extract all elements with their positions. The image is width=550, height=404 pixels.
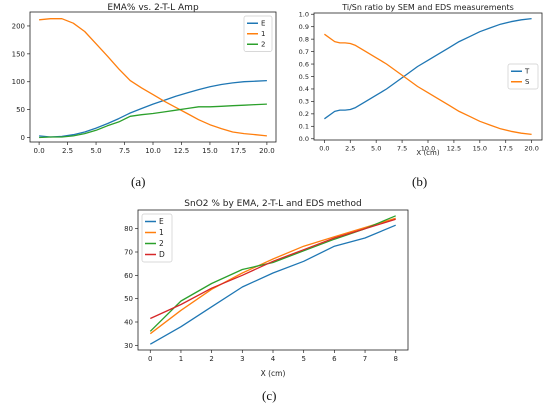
x-tick-label: 5.0 <box>90 147 101 155</box>
chart-title: SnO2 % by EMA, 2-T-L and EDS method <box>184 199 361 209</box>
y-tick-label: 60 <box>124 272 133 280</box>
x-tick-label: 2.5 <box>62 147 73 155</box>
legend-label: E <box>261 20 265 28</box>
y-tick-label: 0.3 <box>299 98 309 106</box>
y-tick-label: 0.5 <box>299 73 309 81</box>
x-tick-label: 2 <box>209 355 213 363</box>
x-tick-label: 17.5 <box>498 145 512 153</box>
x-tick-label: 5.0 <box>371 145 381 153</box>
x-tick-label: 12.5 <box>174 147 190 155</box>
y-tick-label: 0.6 <box>299 60 309 68</box>
x-tick-label: 6 <box>332 355 337 363</box>
legend-label: E <box>159 217 164 226</box>
series-line-2 <box>39 103 267 139</box>
x-tick-label: 10.0 <box>421 145 435 153</box>
series-line-1 <box>149 217 396 335</box>
legend-label: 2 <box>159 239 164 248</box>
x-tick-label: 7.5 <box>119 147 130 155</box>
y-tick-label: 50 <box>124 295 133 303</box>
y-tick-label: 30 <box>124 342 133 350</box>
x-tick-label: 0 <box>148 355 152 363</box>
y-tick-label: 0 <box>21 134 25 142</box>
x-tick-label: 8 <box>393 355 397 363</box>
y-tick-label: 0.9 <box>299 23 309 31</box>
caption-c: (c) <box>262 388 277 403</box>
y-tick-label: 100 <box>12 78 25 86</box>
chart-c: SnO2 % by EMA, 2-T-L and EDS method 0 1 2 3 4… <box>124 199 409 378</box>
y-tick-label: 150 <box>12 50 25 58</box>
x-tick-label: 3 <box>240 355 244 363</box>
x-tick-label: 20.0 <box>259 147 275 155</box>
legend-label: D <box>159 250 165 259</box>
x-tick-label: 7 <box>363 355 367 363</box>
x-axis-label: X (cm) <box>416 149 439 157</box>
x-tick-label: 15.0 <box>202 147 218 155</box>
legend-label: S <box>525 78 530 86</box>
legend-label: 1 <box>261 30 265 38</box>
y-tick-label: 70 <box>124 248 133 256</box>
x-tick-label: 4 <box>271 355 276 363</box>
plot-frame <box>29 11 277 143</box>
legend-label: 2 <box>261 41 265 49</box>
x-tick-label: 15.0 <box>473 145 487 153</box>
series-line-T <box>324 17 532 120</box>
x-tick-label: 17.5 <box>231 147 247 155</box>
x-tick-label: 20.0 <box>524 145 538 153</box>
y-tick-label: 0.2 <box>299 110 309 118</box>
x-tick-label: 10.0 <box>145 147 161 155</box>
chart-b: Ti/Sn ratio by SEM and EDS measurements 0… <box>299 3 543 157</box>
y-tick-label: 0.7 <box>299 48 309 56</box>
x-tick-label: 12.5 <box>447 145 461 153</box>
plot-frame <box>137 209 409 351</box>
x-tick-label: 7.5 <box>397 145 407 153</box>
series-line-S <box>324 33 532 136</box>
y-tick-label: 1.0 <box>299 11 309 19</box>
y-tick-label: 200 <box>12 22 25 30</box>
x-tick-label: 5 <box>301 355 305 363</box>
y-tick-label: 0.4 <box>299 85 309 93</box>
x-tick-label: 0.0 <box>34 147 45 155</box>
y-tick-label: 50 <box>16 106 25 114</box>
chart-title: EMA% vs. 2-T-L Amp <box>107 3 199 13</box>
y-tick-label: 0.0 <box>299 135 309 143</box>
series-line-E <box>39 79 267 138</box>
y-tick-label: 80 <box>124 225 133 233</box>
chart-title: Ti/Sn ratio by SEM and EDS measurements <box>341 3 514 12</box>
x-tick-label: 1 <box>179 355 183 363</box>
legend-label: T <box>524 68 530 76</box>
legend-label: 1 <box>159 228 164 237</box>
series-line-1 <box>39 18 267 137</box>
y-tick-label: 0.1 <box>299 123 309 131</box>
legend-box <box>141 213 173 263</box>
series-line-E <box>149 224 396 345</box>
x-tick-label: 0.0 <box>319 145 329 153</box>
y-tick-label: 40 <box>124 318 133 326</box>
series-line-D <box>150 218 396 320</box>
y-tick-label: 0.8 <box>299 35 309 43</box>
legend-box <box>507 63 539 90</box>
x-tick-label: 2.5 <box>345 145 355 153</box>
x-axis-label: X (cm) <box>261 369 286 378</box>
caption-b: (b) <box>412 174 428 189</box>
caption-a: (a) <box>131 174 146 189</box>
